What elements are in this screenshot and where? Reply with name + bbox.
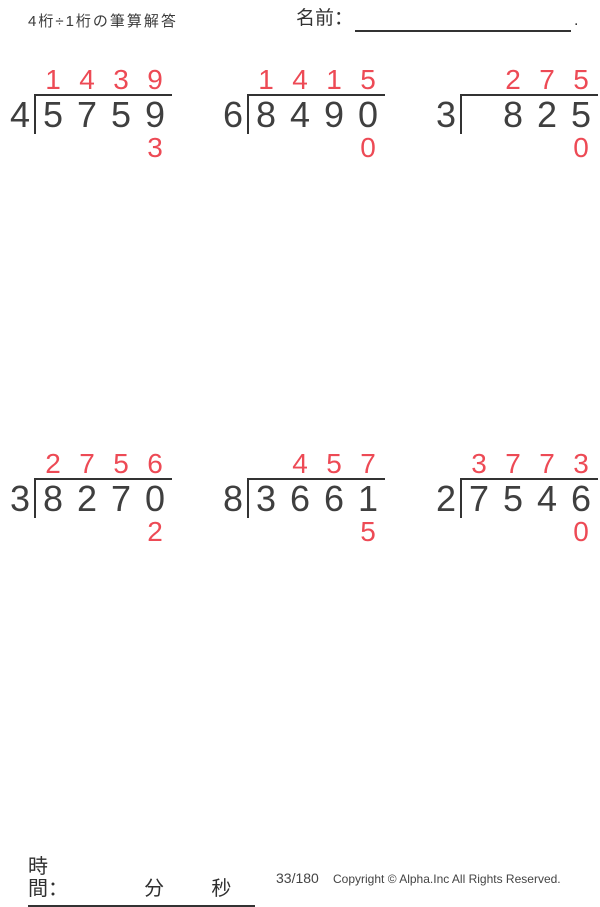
quotient-digit: 7 [539,64,555,95]
remainder-row: 0 [564,516,600,547]
quotient-digit: 7 [505,448,521,479]
quotient-digit: 7 [360,448,376,479]
division-bracket: 7 5 4 6 [460,478,598,518]
time-label: 時間： [28,856,68,900]
quotient-digit: 6 [147,448,163,479]
dividend-digit: 7 [468,478,490,519]
remainder-digit: 5 [360,516,376,547]
division-problem-2: 1 4 1 5 6 8 4 9 0 0 [219,62,391,162]
quotient-row: 1 4 3 9 [36,62,178,94]
name-label: 名前： [296,8,354,29]
dividend-digit: 9 [323,94,345,135]
quotient-digit: 2 [505,64,521,95]
minutes-label: 分 [144,878,165,900]
dividend-row: 8 3 6 6 1 [219,478,391,518]
quotient-digit: 1 [326,64,342,95]
dividend-digit: 2 [536,94,558,135]
divisor: 6 [222,94,244,135]
dividend-digit: 8 [255,94,277,135]
quotient-digit: 4 [292,64,308,95]
seconds-label: 秒 [211,878,232,900]
remainder-digit: 0 [360,132,376,163]
quotient-digit: 9 [147,64,163,95]
remainder-row: 0 [564,132,600,163]
time-field: 時間： 分 秒 [28,856,255,907]
division-problem-4: 2 7 5 6 3 8 2 7 0 2 [6,446,178,546]
division-bracket: 3 6 6 1 [247,478,385,518]
quotient-digit: 3 [573,448,589,479]
dividend-row: 3 8 2 7 0 [6,478,178,518]
quotient-digit: 3 [471,448,487,479]
remainder-digit: 3 [147,132,163,163]
page-number: 33/180 [276,870,319,886]
remainder-row: 0 [351,132,391,163]
quotient-digit: 4 [79,64,95,95]
dividend-digit: 2 [76,478,98,519]
dividend-digit: 4 [289,94,311,135]
copyright-notice: Copyright © Alpha.Inc All Rights Reserve… [333,872,561,886]
quotient-digit: 3 [113,64,129,95]
dividend-digit: 6 [289,478,311,519]
quotient-row: 2 7 5 6 [36,446,178,478]
dividend-digit: 7 [110,478,132,519]
dividend-digit: 5 [502,478,524,519]
dividend-digit: 8 [502,94,524,135]
quotient-digit: 7 [79,448,95,479]
dividend-digit: 6 [323,478,345,519]
remainder-digit: 2 [147,516,163,547]
dividend-digit: 5 [42,94,64,135]
name-blank-line [355,6,572,32]
quotient-digit: 5 [360,64,376,95]
dividend-digit: 1 [357,478,379,519]
quotient-row: 3 7 7 3 [462,446,600,478]
divisor: 3 [435,94,457,135]
remainder-digit: 0 [573,516,589,547]
quotient-row: 2 7 5 [462,62,600,94]
quotient-digit: 5 [326,448,342,479]
dividend-digit: 6 [570,478,592,519]
quotient-digit: 5 [573,64,589,95]
dividend-row: 2 7 5 4 6 [432,478,600,518]
remainder-row: 5 [351,516,391,547]
dividend-digit: 8 [42,478,64,519]
quotient-digit: 1 [258,64,274,95]
division-bracket: 8 4 9 0 [247,94,385,134]
division-bracket: 5 7 5 9 [34,94,172,134]
divisor: 3 [9,478,31,519]
dividend-digit: 3 [255,478,277,519]
quotient-digit: 5 [113,448,129,479]
quotient-digit: 2 [45,448,61,479]
dividend-row: 3 8 2 5 [432,94,600,134]
quotient-row: 1 4 1 5 [249,62,391,94]
division-problem-5: 4 5 7 8 3 6 6 1 5 [219,446,391,546]
dividend-digit: 7 [76,94,98,135]
name-line-period: . [574,12,579,29]
quotient-digit: 1 [45,64,61,95]
dividend-digit: 9 [144,94,166,135]
division-problem-3: 2 7 5 3 8 2 5 0 [432,62,600,162]
dividend-row: 4 5 7 5 9 [6,94,178,134]
dividend-digit: 5 [570,94,592,135]
remainder-row: 3 [138,132,178,163]
quotient-digit: 4 [292,448,308,479]
remainder-row: 2 [138,516,178,547]
division-problem-6: 3 7 7 3 2 7 5 4 6 0 [432,446,600,546]
dividend-digit: 4 [536,478,558,519]
dividend-row: 6 8 4 9 0 [219,94,391,134]
divisor: 8 [222,478,244,519]
division-bracket: 8 2 7 0 [34,478,172,518]
quotient-digit: 7 [539,448,555,479]
dividend-digit: 0 [357,94,379,135]
remainder-digit: 0 [573,132,589,163]
division-problem-1: 1 4 3 9 4 5 7 5 9 3 [6,62,178,162]
name-field: 名前： . [296,6,578,32]
quotient-row: 4 5 7 [249,446,391,478]
division-bracket: 8 2 5 [460,94,598,134]
worksheet-title: 4桁÷1桁の筆算解答 [28,13,178,30]
dividend-digit [462,96,496,134]
divisor: 2 [435,478,457,519]
divisor: 4 [9,94,31,135]
dividend-digit: 5 [110,94,132,135]
dividend-digit: 0 [144,478,166,519]
